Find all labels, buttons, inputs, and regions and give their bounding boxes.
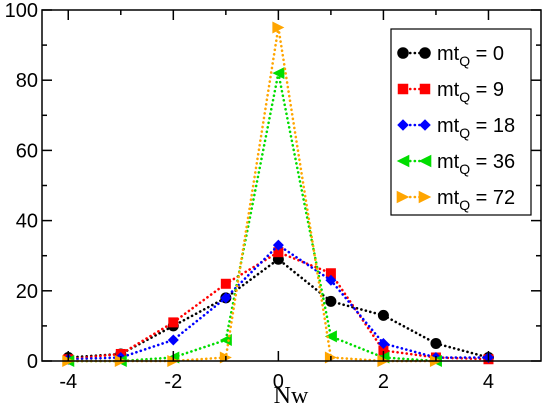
x-tick-label: 4 — [483, 371, 494, 393]
y-tick-label: 40 — [16, 211, 38, 233]
legend-marker — [418, 190, 432, 204]
series-0 — [62, 253, 494, 363]
legend-box — [390, 28, 532, 216]
legend-marker — [397, 119, 409, 131]
y-tick-label: 60 — [16, 140, 38, 162]
x-tick-label: -4 — [59, 371, 77, 393]
legend: mtQ = 0 mtQ = 9 mtQ = 18 mtQ = 36 mtQ = 72 — [390, 28, 532, 216]
data-point — [272, 67, 285, 80]
legend-marker — [397, 47, 409, 59]
data-point — [377, 309, 389, 321]
legend-marker — [419, 83, 431, 95]
data-point — [272, 21, 285, 34]
legend-label: mtQ = 36 — [437, 151, 515, 177]
legend-entry: mtQ = 0 — [397, 43, 504, 69]
data-point — [273, 247, 284, 258]
legend-marker — [419, 119, 431, 131]
data-point — [378, 345, 389, 356]
data-point — [220, 278, 231, 289]
x-tick-label: -2 — [164, 371, 182, 393]
legend-label: mtQ = 0 — [437, 43, 504, 69]
legend-label: mtQ = 18 — [437, 115, 515, 141]
y-tick-label: 100 — [5, 0, 38, 22]
data-point — [220, 292, 232, 304]
legend-label: mtQ = 72 — [437, 187, 515, 213]
x-tick-label: 2 — [378, 371, 389, 393]
y-tick-label: 0 — [27, 351, 38, 373]
y-tick-label: 20 — [16, 281, 38, 303]
legend-marker — [419, 47, 431, 59]
data-point — [272, 239, 284, 251]
series-1 — [63, 247, 494, 365]
data-point — [168, 317, 179, 328]
data-point — [430, 337, 442, 349]
series-3 — [62, 67, 442, 367]
data-point — [325, 274, 337, 286]
legend-entry: mtQ = 36 — [396, 151, 515, 177]
legend-entry: mtQ = 18 — [397, 115, 515, 141]
legend-marker — [418, 154, 432, 168]
series-line — [66, 257, 490, 359]
data-point — [325, 295, 337, 307]
series-line — [66, 250, 490, 361]
x-tick-label: 0 — [273, 371, 284, 393]
legend-entry: mtQ = 72 — [396, 187, 515, 213]
data-point — [377, 337, 389, 349]
x-axis-title: Nw — [274, 383, 309, 408]
data-point — [167, 334, 179, 346]
legend-label: mtQ = 9 — [437, 79, 504, 105]
legend-marker — [397, 83, 409, 95]
data-point — [324, 330, 337, 343]
data-point — [325, 268, 336, 279]
legend-entry: mtQ = 9 — [397, 79, 504, 105]
legend-marker — [396, 190, 410, 204]
legend-marker — [396, 154, 410, 168]
y-tick-label: 80 — [16, 70, 38, 92]
